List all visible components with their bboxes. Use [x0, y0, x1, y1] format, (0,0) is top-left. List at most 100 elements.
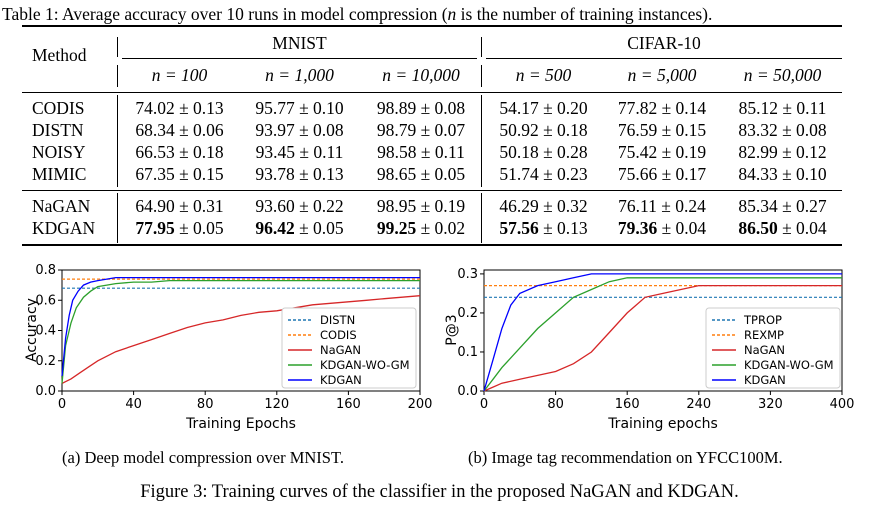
- figure-caption: Figure 3: Training curves of the classif…: [140, 482, 739, 502]
- n-header: n = 50,000: [743, 65, 822, 85]
- x-tick-label: 200: [408, 397, 433, 412]
- subcaption-b: (b) Image tag recommendation on YFCC100M…: [468, 448, 783, 467]
- mnist-ylabel: Accuracy: [24, 298, 40, 362]
- table-cell: 93.97 ± 0.08: [255, 120, 344, 140]
- header-separator-mid: [481, 37, 482, 57]
- table-cell: 98.89 ± 0.08: [376, 98, 466, 118]
- y-tick-label: 0.3: [457, 267, 478, 282]
- table-cell: 54.17 ± 0.20: [499, 98, 588, 118]
- table-cell: 68.34 ± 0.06: [135, 120, 224, 140]
- n-header: n = 1,000: [265, 65, 334, 85]
- table-cell: 82.99 ± 0.12: [738, 142, 827, 162]
- results-table: Method MNIST CIFAR-10 n = 100 n = 1,000 …: [22, 25, 842, 247]
- x-tick-label: 120: [264, 397, 289, 412]
- table-cell: 93.60 ± 0.22: [255, 196, 344, 216]
- y-tick-label: 0.0: [35, 384, 56, 399]
- series-line-kdgan-wo-gm: [483, 277, 842, 392]
- x-tick-label: 160: [615, 397, 640, 412]
- body-separator-left: [117, 95, 118, 187]
- table-cell: 76.59 ± 0.15: [617, 120, 707, 140]
- best-value: 96.42: [255, 218, 295, 238]
- legend-label: NaGAN: [320, 343, 361, 357]
- x-tick-label: 40: [125, 397, 142, 412]
- mnist-lines: [61, 276, 421, 384]
- table-cell: 84.33 ± 0.10: [738, 164, 827, 184]
- body2-separator-left: [117, 193, 118, 243]
- series-line-nagan: [483, 284, 842, 392]
- yfcc-ylabel: P@3: [444, 314, 460, 345]
- method-header: Method: [32, 45, 87, 65]
- table-cell: 50.92 ± 0.18: [499, 120, 588, 140]
- mnist-chart: 0 40 80 120 160 200 0.0 0.2 0.4 0.6 0.8 Training E…: [24, 263, 433, 432]
- table-caption-prefix: Table 1: Average accuracy over 10 runs i…: [2, 4, 448, 24]
- table-cell: 85.12 ± 0.11: [738, 98, 827, 118]
- x-tick-label: 0: [58, 397, 66, 412]
- legend-label: KDGAN: [320, 373, 362, 387]
- legend-label: REXMP: [744, 328, 784, 342]
- legend-box: [705, 307, 841, 389]
- table-cell: 77.82 ± 0.14: [617, 98, 707, 118]
- table-cell: 74.02 ± 0.13: [135, 98, 224, 118]
- table-cell: 67.35 ± 0.15: [135, 164, 224, 184]
- y-tick-label: 0.2: [457, 306, 478, 321]
- mnist-xlabel: Training Epochs: [185, 416, 296, 432]
- table-caption-suffix: is the number of training instances).: [456, 4, 713, 24]
- legend-label: CODIS: [320, 328, 357, 342]
- std-value: ± 0.13: [538, 218, 588, 238]
- x-tick-label: 80: [197, 397, 214, 412]
- std-value: ± 0.05: [294, 218, 344, 238]
- table-cell: 77.95 ± 0.05: [122, 218, 237, 239]
- y-tick-label: 0.6: [35, 293, 56, 308]
- best-value: 79.36: [617, 218, 658, 238]
- table-cell: 79.36 ± 0.04: [601, 218, 723, 239]
- table-cell: 64.90 ± 0.31: [135, 196, 224, 216]
- std-value: ± 0.05: [174, 218, 224, 238]
- n-header: n = 100: [151, 65, 208, 85]
- header-bottom-rule: [22, 92, 842, 93]
- method-label: KDGAN: [32, 218, 96, 238]
- group-header-mnist: MNIST: [272, 33, 327, 53]
- table-bottom-rule: [22, 244, 842, 246]
- table-cell: 75.66 ± 0.17: [617, 164, 707, 184]
- series-line-kdgan-wo-gm: [61, 279, 420, 384]
- table-top-rule: [22, 25, 842, 27]
- header-separator-left: [117, 37, 118, 57]
- table-cell: 98.79 ± 0.07: [376, 120, 466, 140]
- table-cell: 98.95 ± 0.19: [376, 196, 466, 216]
- legend-label: NaGAN: [744, 343, 785, 357]
- y-tick-label: 0.4: [35, 324, 56, 339]
- subcaption-a: (a) Deep model compression over MNIST.: [62, 448, 344, 467]
- legend-label: DISTN: [320, 313, 355, 327]
- table-cell: 95.77 ± 0.10: [255, 98, 344, 118]
- series-line-nagan: [61, 295, 421, 384]
- table-caption: Table 1: Average accuracy over 10 runs i…: [2, 4, 712, 25]
- n-separator-left: [117, 65, 118, 87]
- series-line-kdgan: [61, 276, 420, 376]
- mnist-underline: [122, 58, 477, 59]
- x-tick-label: 320: [758, 397, 783, 412]
- n-header: n = 10,000: [382, 65, 460, 85]
- legend-box: [281, 307, 417, 389]
- cifar-underline: [486, 58, 842, 59]
- table-cell: 83.32 ± 0.08: [738, 120, 827, 140]
- group-header-cifar10: CIFAR-10: [627, 33, 701, 53]
- legend-label: KDGAN: [744, 373, 786, 387]
- method-label: NaGAN: [32, 196, 91, 216]
- series-line-kdgan: [483, 273, 842, 392]
- best-value: 86.50: [738, 218, 778, 238]
- x-tick-label: 400: [830, 397, 855, 412]
- table-caption-var: n: [447, 4, 457, 24]
- std-value: ± 0.04: [657, 218, 707, 238]
- n-header: n = 5,000: [627, 65, 697, 85]
- std-value: ± 0.04: [777, 218, 827, 238]
- table-cell: 98.58 ± 0.11: [377, 142, 465, 162]
- table-cell: 50.18 ± 0.28: [499, 142, 588, 162]
- x-tick-label: 240: [686, 397, 711, 412]
- body2-separator-mid: [481, 193, 482, 243]
- table-cell: 96.42 ± 0.05: [237, 218, 362, 239]
- method-label: MIMIC: [32, 164, 87, 184]
- table-cell: 99.25 ± 0.02: [362, 218, 480, 239]
- y-tick-label: 0.0: [457, 384, 478, 399]
- legend-label: KDGAN-WO-GM: [320, 358, 410, 372]
